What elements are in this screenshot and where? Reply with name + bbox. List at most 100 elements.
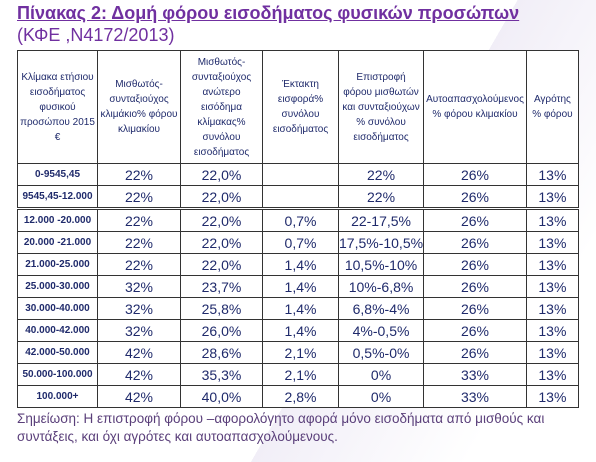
table-cell (262, 185, 339, 210)
table-row: 12.000 -20.000 22% 22,0% 0,7% 22-17,5% 26% 13% (17, 208, 579, 232)
table-cell: 9545,45-12.000 (17, 185, 98, 210)
table-cell: 22% (97, 253, 181, 276)
table-cell: 22% (337, 163, 425, 186)
table-cell: 1,4% (262, 319, 339, 342)
table-cell: 40,0% (180, 385, 263, 408)
table-cell: 1,4% (262, 253, 339, 276)
table-cell: 22,0% (180, 208, 263, 232)
table-cell: 22% (337, 185, 425, 210)
table-cell: 13% (525, 253, 579, 276)
column-header: Αγρότης % φόρου (525, 50, 579, 164)
column-header: Μισθωτός-συνταξιούχος κλιμάκιο% φόρου κλ… (97, 50, 181, 164)
title-text: Πίνακας 2: Δομή φόρου εισοδήματος φυσικώ… (17, 3, 520, 23)
table-cell: 42.000-50.000 (17, 341, 98, 364)
table-cell: 12.000 -20.000 (17, 208, 98, 232)
note: Σημείωση: Η επιστροφή φόρου –αφορολόγητο… (17, 411, 545, 444)
table-cell: 2,1% (262, 363, 339, 386)
column-header: Αυτοαπασχολούμενος % φόρου κλιμακίου (423, 50, 527, 164)
table-cell: 26% (423, 163, 527, 186)
table-cell: 28,6% (180, 341, 263, 364)
table-cell: 22,0% (180, 253, 263, 276)
table-cell: 26% (423, 185, 527, 210)
table-cell: 4%-0,5% (337, 319, 425, 342)
table-cell: 32% (97, 275, 181, 298)
table-cell: 26% (423, 253, 527, 276)
table-cell: 13% (525, 185, 579, 210)
table-cell: 42% (97, 341, 181, 364)
table-cell (262, 163, 339, 186)
table-row: 9545,45-12.000 22% 22,0% 22% 26% 13% (17, 185, 579, 210)
tax-table: Κλίμακα ετήσιου εισοδήματος φυσικού προσ… (17, 50, 579, 408)
table-cell: 33% (423, 385, 527, 408)
table-cell: 35,3% (180, 363, 263, 386)
table-cell: 13% (525, 385, 579, 408)
table-cell: 22,0% (180, 185, 263, 210)
table-cell: 26% (423, 297, 527, 320)
table-cell: 1,4% (262, 297, 339, 320)
table-cell: 0-9545,45 (17, 163, 98, 186)
column-header: Έκτακτη εισφορά% συνόλου εισοδήματος (262, 50, 339, 164)
table-cell: 0,5%-0% (337, 341, 425, 364)
table-cell: 26% (423, 208, 527, 232)
table-cell: 26,0% (180, 319, 263, 342)
table-cell: 22% (97, 208, 181, 232)
table-cell: 22-17,5% (337, 208, 425, 232)
table-cell: 10,5%-10% (337, 253, 425, 276)
table-cell: 2,1% (262, 341, 339, 364)
table-cell: 22,0% (180, 231, 263, 254)
table-cell: 0,7% (262, 208, 339, 232)
table-cell: 6,8%-4% (337, 297, 425, 320)
table-cell: 22% (97, 231, 181, 254)
table-row: 30.000-40.000 32% 25,8% 1,4% 6,8%-4% 26% 13% (17, 297, 579, 320)
table-cell: 26% (423, 319, 527, 342)
table-row: 21.000-25.000 22% 22,0% 1,4% 10,5%-10% 26% 13% (17, 253, 579, 276)
table-cell: 26% (423, 341, 527, 364)
table-cell: 33% (423, 363, 527, 386)
table-cell: 50.000-100.000 (17, 363, 98, 386)
table-cell: 21.000-25.000 (17, 253, 98, 276)
table-cell: 22% (97, 185, 181, 210)
table-cell: 13% (525, 208, 579, 232)
table-cell: 25,8% (180, 297, 263, 320)
table-cell: 25.000-30.000 (17, 275, 98, 298)
table-cell: 30.000-40.000 (17, 297, 98, 320)
table-cell: 26% (423, 231, 527, 254)
column-header: Κλίμακα ετήσιου εισοδήματος φυσικού προσ… (17, 50, 98, 164)
column-header: Μισθωτός-συνταξιούχος ανώτερο εισόδημα κ… (180, 50, 263, 164)
table-cell: 22,0% (180, 163, 263, 186)
table-cell: 13% (525, 231, 579, 254)
table-cell: 13% (525, 163, 579, 186)
table-cell: 17,5%-10,5% (337, 231, 425, 254)
table-cell: 13% (525, 363, 579, 386)
table-row: 25.000-30.000 32% 23,7% 1,4% 10%-6,8% 26% 13% (17, 275, 579, 298)
table-cell: 32% (97, 297, 181, 320)
header-row: Κλίμακα ετήσιου εισοδήματος φυσικού προσ… (17, 50, 579, 164)
subtitle: (ΚΦΕ ,Ν4172/2013) (17, 25, 175, 45)
table-row: 0-9545,45 22% 22,0% 22% 26% 13% (17, 163, 579, 186)
table-cell: 0% (337, 385, 425, 408)
table-cell: 10%-6,8% (337, 275, 425, 298)
table-cell: 40.000-42.000 (17, 319, 98, 342)
table-cell: 20.000 -21.000 (17, 231, 98, 254)
table-cell: 42% (97, 363, 181, 386)
table-row: 100.000+ 42% 40,0% 2,8% 0% 33% 13% (17, 385, 579, 408)
table-cell: 32% (97, 319, 181, 342)
table-cell: 42% (97, 385, 181, 408)
table-cell: 26% (423, 275, 527, 298)
table-cell: 22% (97, 163, 181, 186)
table-cell: 13% (525, 275, 579, 298)
table-row: 40.000-42.000 32% 26,0% 1,4% 4%-0,5% 26% 13% (17, 319, 579, 342)
table-cell: 0,7% (262, 231, 339, 254)
table-row: 42.000-50.000 42% 28,6% 2,1% 0,5%-0% 26% 13% (17, 341, 579, 364)
table-cell: 1,4% (262, 275, 339, 298)
table-cell: 13% (525, 341, 579, 364)
table-cell: 100.000+ (17, 385, 98, 408)
table-cell: 13% (525, 297, 579, 320)
table-row: 50.000-100.000 42% 35,3% 2,1% 0% 33% 13% (17, 363, 579, 386)
table-cell: 2,8% (262, 385, 339, 408)
column-header: Επιστροφή φόρου μισθωτών και συνταξιούχω… (337, 50, 425, 164)
table-cell: 0% (337, 363, 425, 386)
table-cell: 23,7% (180, 275, 263, 298)
table-cell: 13% (525, 319, 579, 342)
